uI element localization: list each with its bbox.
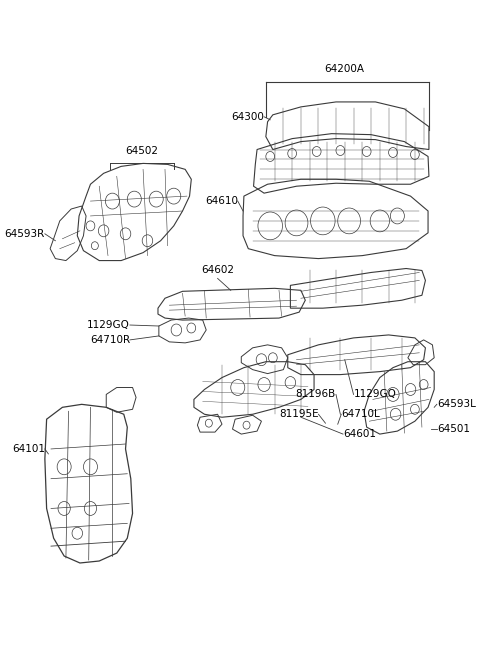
Text: 64101: 64101 [12,444,45,454]
Text: 81196B: 81196B [296,390,336,400]
Text: 64300: 64300 [231,112,264,122]
Text: 64610: 64610 [205,196,238,206]
Text: 64200A: 64200A [325,64,365,74]
Text: 64710L: 64710L [341,409,380,419]
Text: 64502: 64502 [125,147,158,157]
Text: 64501: 64501 [437,424,470,434]
Text: 64601: 64601 [343,429,376,439]
Text: 81195E: 81195E [279,409,318,419]
Text: 1129GQ: 1129GQ [87,320,130,330]
Text: 64710R: 64710R [90,335,130,345]
Text: 64602: 64602 [201,265,234,276]
Text: 64593R: 64593R [5,229,45,239]
Text: 64593L: 64593L [437,400,476,409]
Text: 1129GQ: 1129GQ [353,390,396,400]
